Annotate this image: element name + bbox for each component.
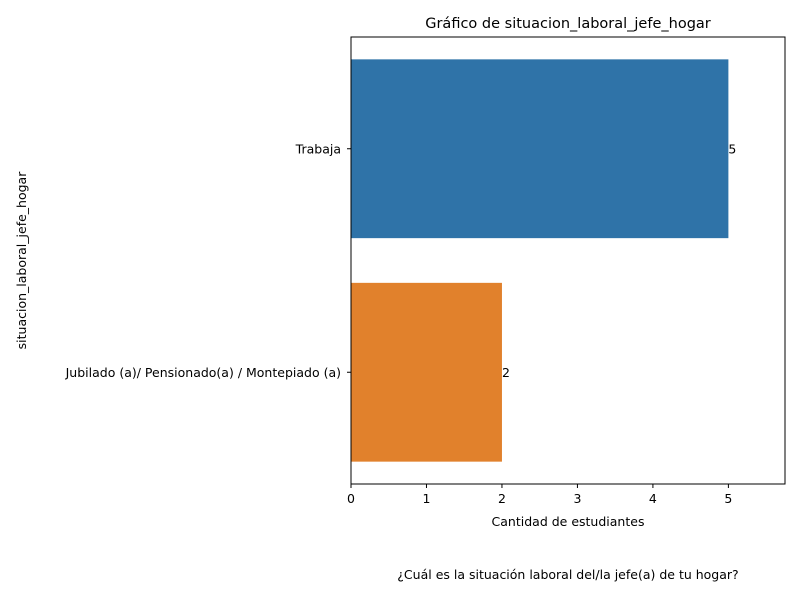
data-label-0: 5: [728, 141, 736, 156]
x-tick-label-3: 3: [573, 491, 581, 506]
bar-0: [351, 59, 729, 239]
chart-title: Gráfico de situacion_laboral_jefe_hogar: [425, 16, 711, 32]
chart-caption: ¿Cuál es la situación laboral del/la jef…: [397, 567, 738, 582]
data-label-1: 2: [502, 365, 510, 380]
x-tick-label-2: 2: [498, 491, 506, 506]
x-tick-label-4: 4: [649, 491, 657, 506]
x-axis-ticks: 0 1 2 3 4 5: [347, 484, 732, 506]
x-tick-label-5: 5: [724, 491, 732, 506]
x-tick-label-0: 0: [347, 491, 355, 506]
y-tick-label-1: Jubilado (a)/ Pensionado(a) / Montepiado…: [65, 365, 341, 380]
x-tick-label-1: 1: [423, 491, 431, 506]
y-tick-label-0: Trabaja: [295, 141, 341, 156]
axes-frame: [350, 36, 786, 485]
bars-group: [351, 59, 729, 462]
y-axis-ticks: Trabaja Jubilado (a)/ Pensionado(a) / Mon…: [65, 141, 351, 380]
data-labels-group: 52: [502, 141, 736, 380]
y-axis-label: situacion_laboral_jefe_hogar: [14, 171, 29, 350]
x-axis-label: Cantidad de estudiantes: [492, 514, 645, 529]
bar-1: [351, 282, 502, 462]
